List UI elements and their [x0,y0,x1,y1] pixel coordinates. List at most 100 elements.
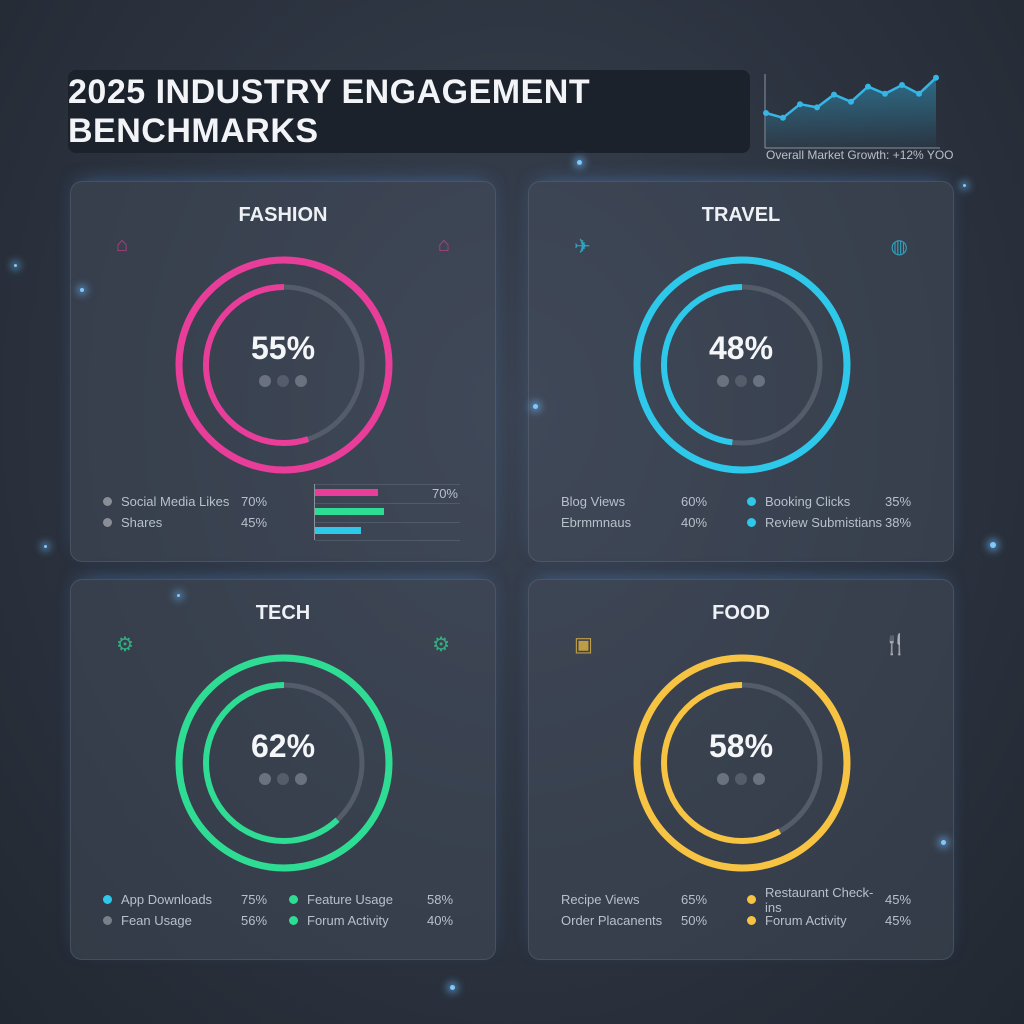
legend-dot [103,916,112,925]
market-growth-chart: Overall Market Growth: +12% YOO [762,70,954,165]
legend-dot [747,895,756,904]
panel-title: FOOD [712,602,770,624]
legend-dot [747,916,756,925]
legend-dot [103,518,112,527]
legend-value: 45% [885,892,912,907]
plane-icon: ✈ [574,236,591,258]
growth-caption: Overall Market Growth: +12% YOO [766,148,954,162]
outer-ring [175,256,393,474]
legend-label: Social Media Likes [121,494,230,509]
progress-arc [661,682,823,844]
legend-value: 70% [241,494,268,509]
percentage-value: 55% [250,330,316,366]
dot[interactable] [277,375,289,387]
bar-value-label: 70% [431,486,458,501]
legend-item: Feature Usage 58% [289,889,477,910]
panel-food: FOOD ▣ 🍴 58% Recipe Views 65% Order Placan… [528,579,954,960]
data-point [797,101,803,108]
glow-dot [990,542,996,548]
page-title: 2025 INDUSTRY ENGAGEMENT BENCHMARKS [68,72,591,150]
dot[interactable] [717,773,729,785]
donut-chart [633,654,851,872]
legend-label: Review Submistians [765,515,883,530]
data-point [848,98,854,105]
legend-item: Forum Activity 40% [289,910,477,931]
legend-item: Fean Usage 56% [103,910,291,931]
legend-dot [103,895,112,904]
growth-line-chart [763,74,940,149]
dot[interactable] [295,773,307,785]
percentage-value: 62% [250,728,316,764]
legend-item: Ebrmmnaus 40% [561,512,731,533]
donut-chart [175,256,393,474]
dot[interactable] [717,375,729,387]
pager-dots [71,773,495,785]
dot[interactable] [753,375,765,387]
chip-icon: ⚙ [116,634,134,656]
legend-label: App Downloads [121,892,213,907]
legend-label: Forum Activity [765,913,847,928]
hanger-icon: ⌂ [116,234,129,256]
panel-travel: TRAVEL ✈ ◍ 48% Blog Views 60% Ebrmmnaus 40%… [528,181,954,562]
pager-dots [529,773,953,785]
pager-dots [71,375,495,387]
legend-item: Shares 45% [103,512,291,533]
outer-ring [633,654,851,872]
dot[interactable] [259,375,271,387]
legend-dot [103,497,112,506]
legend-item: Booking Clicks 35% [747,491,935,512]
legend: Recipe Views 65% Order Placanents 50% [561,889,731,931]
legend-item: Blog Views 60% [561,491,731,512]
hanger-icon: ⌂ [437,234,450,256]
legend: App Downloads 75% Fean Usage 56% [103,889,291,931]
legend-item: App Downloads 75% [103,889,291,910]
legend-value: 75% [241,892,268,907]
bar [315,489,378,496]
legend: Feature Usage 58% Forum Activity 40% [289,889,477,931]
legend-label: Blog Views [561,494,626,509]
progress-arc [203,682,365,844]
title-bar: 2025 INDUSTRY ENGAGEMENT BENCHMARKS [68,70,750,153]
dot[interactable] [735,375,747,387]
legend-item: Social Media Likes 70% [103,491,291,512]
legend-label: Order Placanents [561,913,663,928]
fork-knife-icon: 🍴 [883,634,908,656]
panel-title: TRAVEL [701,204,781,226]
dot[interactable] [259,773,271,785]
legend-value: 45% [241,515,268,530]
outer-ring [633,256,851,474]
legend-value: 45% [885,913,912,928]
legend-value: 60% [681,494,708,509]
panel-title: FASHION [238,204,328,226]
glow-dot [941,840,946,845]
legend-item: Restaurant Check-ins 45% [747,885,935,915]
data-point [933,74,939,81]
legend-item: Forum Activity 45% [747,910,935,931]
legend-dot [747,518,756,527]
legend-label: Recipe Views [561,892,640,907]
legend-label: Booking Clicks [765,494,851,509]
data-point [882,90,888,97]
legend-value: 35% [885,494,912,509]
globe-icon: ◍ [890,236,908,258]
progress-arc [203,284,365,446]
dot[interactable] [735,773,747,785]
donut-chart [633,256,851,474]
legend-label: Forum Activity [307,913,389,928]
dot[interactable] [277,773,289,785]
legend-dot [289,916,298,925]
progress-arc [661,284,823,446]
legend-label: Shares [121,515,163,530]
glow-dot [577,160,582,165]
glow-dot [177,594,180,597]
legend-item: Order Placanents 50% [561,910,731,931]
mini-bar-chart: 70% [314,484,460,541]
area-fill [766,77,936,148]
bar [315,527,361,534]
legend: Restaurant Check-ins 45% Forum Activity 45% [747,885,935,931]
gear-icon: ⚙ [432,634,450,656]
data-point [899,82,905,88]
data-point [865,83,871,90]
dot[interactable] [753,773,765,785]
dot[interactable] [295,375,307,387]
